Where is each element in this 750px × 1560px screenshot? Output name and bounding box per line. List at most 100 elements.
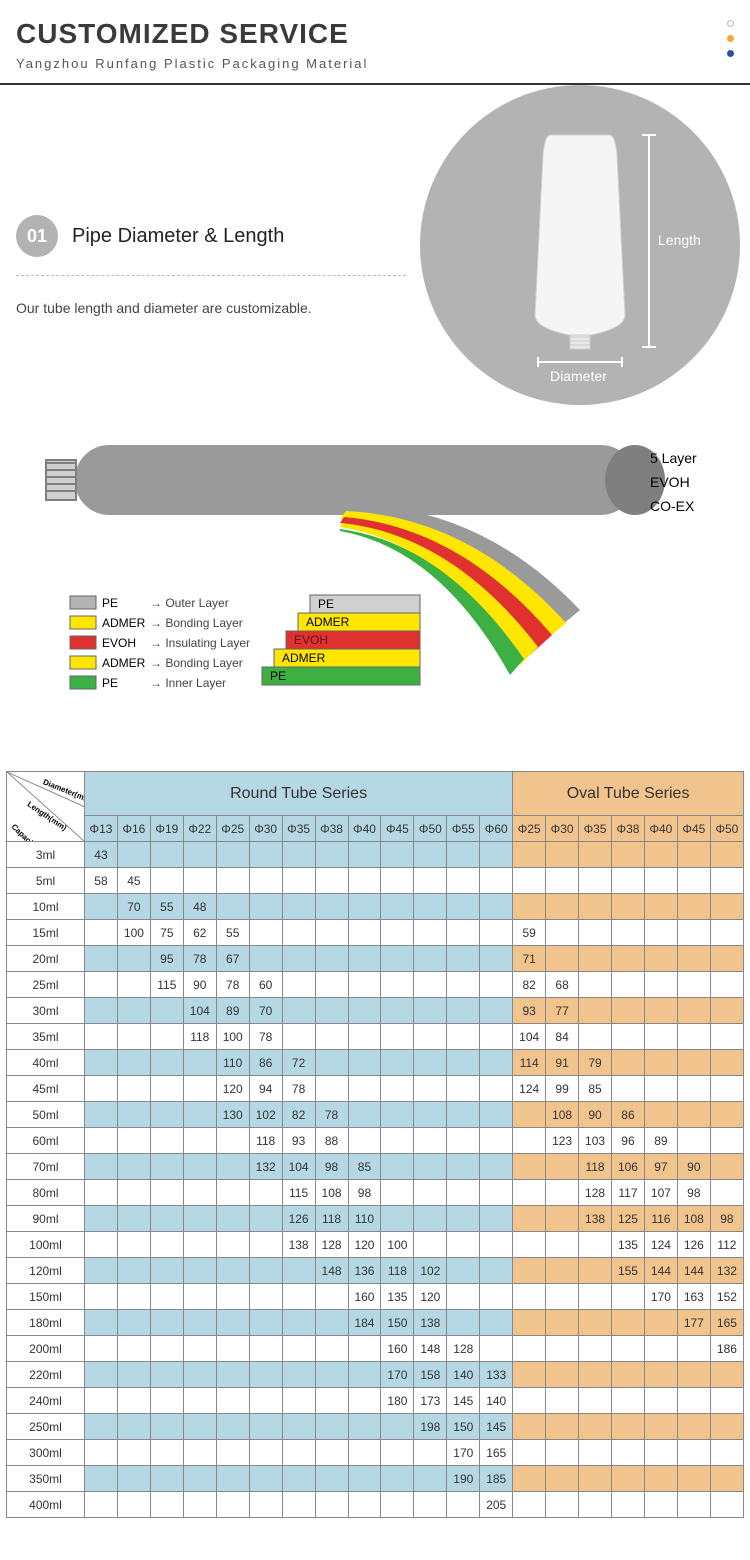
round-cell bbox=[117, 1258, 150, 1284]
round-cell: 198 bbox=[414, 1414, 447, 1440]
round-cell bbox=[216, 1206, 249, 1232]
round-cell bbox=[480, 1310, 513, 1336]
round-cell bbox=[282, 1362, 315, 1388]
oval-cell bbox=[612, 1414, 645, 1440]
svg-text:ADMER: ADMER bbox=[102, 616, 146, 630]
round-cell: 126 bbox=[282, 1206, 315, 1232]
oval-cell bbox=[513, 842, 546, 868]
round-cell bbox=[249, 1284, 282, 1310]
round-cell bbox=[480, 1336, 513, 1362]
round-cell bbox=[117, 1310, 150, 1336]
oval-cell: 68 bbox=[546, 972, 579, 998]
round-cell bbox=[249, 1466, 282, 1492]
round-cell bbox=[150, 1440, 183, 1466]
table-row: 20ml95786771 bbox=[7, 946, 744, 972]
oval-cell bbox=[710, 842, 743, 868]
round-cell bbox=[117, 1232, 150, 1258]
round-cell bbox=[183, 1414, 216, 1440]
round-cell bbox=[282, 1310, 315, 1336]
oval-cell: 107 bbox=[644, 1180, 677, 1206]
oval-cell bbox=[579, 868, 612, 894]
round-cell bbox=[414, 1154, 447, 1180]
round-cell bbox=[117, 1024, 150, 1050]
round-cell bbox=[381, 894, 414, 920]
oval-cell bbox=[612, 972, 645, 998]
round-cell bbox=[249, 1180, 282, 1206]
table-row: 300ml170165 bbox=[7, 1440, 744, 1466]
svg-text:PE: PE bbox=[318, 597, 334, 611]
round-cell bbox=[117, 1492, 150, 1518]
oval-cell: 135 bbox=[612, 1232, 645, 1258]
oval-cell bbox=[579, 1466, 612, 1492]
round-cell bbox=[414, 1492, 447, 1518]
round-cell bbox=[447, 998, 480, 1024]
round-cell bbox=[117, 1466, 150, 1492]
round-cell: 135 bbox=[381, 1284, 414, 1310]
table-corner-cell: Diameter(mm) Length(mm) Capacity(ml) bbox=[7, 772, 85, 842]
round-cell bbox=[85, 1284, 118, 1310]
oval-cell bbox=[546, 842, 579, 868]
oval-cell bbox=[546, 1206, 579, 1232]
round-cell bbox=[183, 1336, 216, 1362]
oval-cell bbox=[579, 1388, 612, 1414]
round-cell bbox=[282, 868, 315, 894]
round-cell bbox=[447, 1310, 480, 1336]
round-cell bbox=[348, 998, 381, 1024]
oval-cell: 106 bbox=[612, 1154, 645, 1180]
round-cell bbox=[348, 1388, 381, 1414]
round-cell bbox=[348, 920, 381, 946]
round-cell: 148 bbox=[414, 1336, 447, 1362]
round-cell bbox=[85, 1466, 118, 1492]
oval-cell bbox=[546, 1388, 579, 1414]
oval-cell bbox=[710, 894, 743, 920]
oval-cell bbox=[644, 868, 677, 894]
round-cell bbox=[315, 1466, 348, 1492]
round-cell bbox=[117, 1102, 150, 1128]
oval-cell bbox=[644, 1076, 677, 1102]
divider bbox=[16, 275, 406, 276]
round-cell bbox=[447, 1492, 480, 1518]
round-cell bbox=[85, 1050, 118, 1076]
oval-cell: 103 bbox=[579, 1128, 612, 1154]
oval-cell: 97 bbox=[644, 1154, 677, 1180]
round-cell: 136 bbox=[348, 1258, 381, 1284]
round-cell bbox=[348, 1050, 381, 1076]
capacity-cell: 120ml bbox=[7, 1258, 85, 1284]
round-cell: 160 bbox=[348, 1284, 381, 1310]
oval-cell bbox=[546, 1440, 579, 1466]
oval-cell bbox=[513, 1414, 546, 1440]
round-cell bbox=[216, 1310, 249, 1336]
capacity-cell: 90ml bbox=[7, 1206, 85, 1232]
oval-cell: 96 bbox=[612, 1128, 645, 1154]
diameter-header: Φ40 bbox=[348, 816, 381, 842]
round-cell bbox=[315, 998, 348, 1024]
svg-text:→ Bonding Layer: → Bonding Layer bbox=[150, 656, 243, 670]
diameter-header: Φ30 bbox=[249, 816, 282, 842]
decor-dots bbox=[727, 20, 734, 57]
table-row: 15ml10075625559 bbox=[7, 920, 744, 946]
round-cell bbox=[480, 972, 513, 998]
round-cell: 165 bbox=[480, 1440, 513, 1466]
oval-cell bbox=[612, 1310, 645, 1336]
round-cell: 118 bbox=[315, 1206, 348, 1232]
oval-cell bbox=[579, 972, 612, 998]
oval-cell: 118 bbox=[579, 1154, 612, 1180]
round-cell bbox=[480, 920, 513, 946]
round-cell bbox=[315, 946, 348, 972]
round-cell bbox=[216, 1154, 249, 1180]
page-subtitle: Yangzhou Runfang Plastic Packaging Mater… bbox=[16, 56, 734, 71]
svg-text:→ Outer Layer: → Outer Layer bbox=[150, 596, 229, 610]
round-cell bbox=[150, 842, 183, 868]
oval-cell: 108 bbox=[546, 1102, 579, 1128]
oval-cell bbox=[579, 1414, 612, 1440]
oval-cell bbox=[546, 1362, 579, 1388]
round-cell bbox=[117, 946, 150, 972]
oval-cell: 123 bbox=[546, 1128, 579, 1154]
round-cell: 120 bbox=[348, 1232, 381, 1258]
oval-cell bbox=[710, 1466, 743, 1492]
round-cell bbox=[249, 1440, 282, 1466]
round-cell bbox=[216, 1258, 249, 1284]
round-cell: 93 bbox=[282, 1128, 315, 1154]
round-cell bbox=[315, 1284, 348, 1310]
oval-cell bbox=[513, 1206, 546, 1232]
